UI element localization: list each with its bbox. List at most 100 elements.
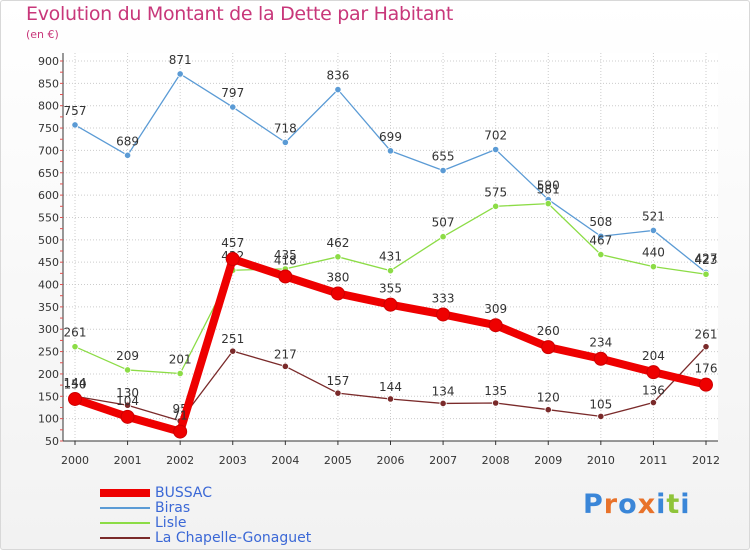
data-point bbox=[71, 343, 79, 351]
data-point bbox=[173, 424, 188, 439]
data-point bbox=[229, 347, 237, 355]
data-label: 440 bbox=[642, 246, 665, 260]
data-label: 260 bbox=[537, 324, 560, 338]
y-tick-label: 650 bbox=[38, 167, 59, 180]
data-label: 380 bbox=[326, 270, 349, 284]
data-label: 757 bbox=[64, 104, 87, 118]
y-tick-label: 300 bbox=[38, 323, 59, 336]
data-point bbox=[492, 145, 500, 154]
data-label: 521 bbox=[642, 209, 665, 223]
y-tick-label: 500 bbox=[38, 234, 59, 247]
y-tick-label: 750 bbox=[38, 122, 59, 135]
legend-item: BUSSAC bbox=[100, 485, 400, 501]
plot-area bbox=[63, 53, 718, 441]
data-label: 581 bbox=[537, 183, 560, 197]
data-label: 104 bbox=[116, 394, 139, 408]
x-tick-label: 2005 bbox=[324, 454, 352, 467]
data-point bbox=[330, 286, 345, 301]
data-point bbox=[593, 351, 608, 366]
logo-letter: r bbox=[603, 489, 619, 520]
data-label: 134 bbox=[432, 384, 455, 398]
x-tick-label: 2000 bbox=[61, 454, 89, 467]
legend-item: La Chapelle-Gonaguet bbox=[100, 530, 400, 546]
data-point bbox=[597, 250, 605, 259]
y-tick-label: 600 bbox=[38, 189, 59, 202]
data-point bbox=[281, 138, 289, 146]
data-point bbox=[123, 366, 132, 374]
data-point bbox=[702, 343, 710, 351]
data-label: 423 bbox=[695, 253, 718, 267]
data-point bbox=[436, 307, 451, 322]
data-point bbox=[71, 121, 79, 129]
data-point bbox=[488, 318, 503, 333]
data-label: 261 bbox=[695, 328, 718, 342]
y-tick-label: 50 bbox=[45, 435, 59, 448]
y-tick-label: 250 bbox=[38, 346, 59, 359]
y-tick-label: 200 bbox=[38, 368, 59, 381]
data-label: 507 bbox=[432, 216, 455, 230]
data-point bbox=[120, 409, 135, 424]
y-tick-label: 550 bbox=[38, 211, 59, 224]
data-point bbox=[649, 263, 658, 271]
data-label: 457 bbox=[221, 236, 244, 250]
data-point bbox=[702, 270, 710, 278]
x-tick-label: 2009 bbox=[534, 454, 562, 467]
data-label: 508 bbox=[589, 215, 612, 229]
data-point bbox=[68, 391, 82, 406]
data-label: 355 bbox=[379, 282, 402, 296]
data-label: 201 bbox=[169, 352, 192, 366]
logo-letter: i bbox=[680, 489, 691, 520]
data-label: 689 bbox=[116, 134, 139, 148]
data-label: 333 bbox=[432, 291, 455, 305]
data-point bbox=[597, 412, 605, 421]
data-label: 176 bbox=[695, 362, 718, 376]
logo-letter: x bbox=[637, 489, 657, 520]
legend-item: Biras bbox=[100, 500, 400, 516]
proxiti-logo: Proxiti bbox=[583, 489, 691, 520]
data-point bbox=[439, 166, 447, 175]
data-label: 157 bbox=[326, 374, 349, 388]
data-point bbox=[492, 202, 500, 210]
data-point bbox=[386, 147, 395, 155]
data-label: 699 bbox=[379, 130, 402, 144]
data-label: 144 bbox=[64, 376, 87, 390]
data-point bbox=[176, 369, 184, 378]
data-label: 251 bbox=[221, 332, 244, 346]
legend-label: Lisle bbox=[155, 515, 187, 531]
data-label: 261 bbox=[64, 326, 87, 340]
data-label: 418 bbox=[274, 253, 297, 267]
data-point bbox=[439, 399, 447, 408]
y-tick-label: 450 bbox=[38, 256, 59, 269]
data-label: 204 bbox=[642, 349, 665, 363]
data-point bbox=[176, 70, 184, 78]
data-point bbox=[541, 340, 556, 355]
logo-letter: P bbox=[583, 489, 604, 520]
data-label: 217 bbox=[274, 347, 297, 361]
x-tick-label: 2003 bbox=[219, 454, 247, 467]
x-tick-label: 2011 bbox=[639, 454, 667, 467]
data-point bbox=[649, 398, 658, 407]
data-point bbox=[492, 399, 500, 407]
data-label: 836 bbox=[326, 69, 349, 83]
data-label: 575 bbox=[484, 185, 507, 199]
data-label: 467 bbox=[589, 234, 612, 248]
chart-title: Evolution du Montant de la Dette par Hab… bbox=[26, 3, 454, 25]
data-label: 309 bbox=[484, 302, 507, 316]
legend-label: BUSSAC bbox=[155, 485, 212, 501]
data-label: 435 bbox=[274, 248, 297, 262]
legend-swatch bbox=[100, 537, 150, 539]
y-tick-label: 800 bbox=[38, 100, 59, 113]
data-label: 71 bbox=[173, 409, 188, 423]
data-point bbox=[225, 252, 240, 267]
y-tick-label: 100 bbox=[38, 413, 59, 426]
data-label: 135 bbox=[484, 384, 507, 398]
data-point bbox=[544, 200, 552, 208]
data-point bbox=[334, 86, 342, 94]
logo-letter: o bbox=[618, 489, 638, 520]
y-tick-label: 150 bbox=[38, 390, 59, 403]
data-label: 797 bbox=[221, 86, 244, 100]
x-tick-label: 2004 bbox=[271, 454, 299, 467]
legend: BUSSAC Biras Lisle La Chapelle-Gonaguet bbox=[100, 485, 400, 546]
x-tick-label: 2012 bbox=[692, 454, 720, 467]
